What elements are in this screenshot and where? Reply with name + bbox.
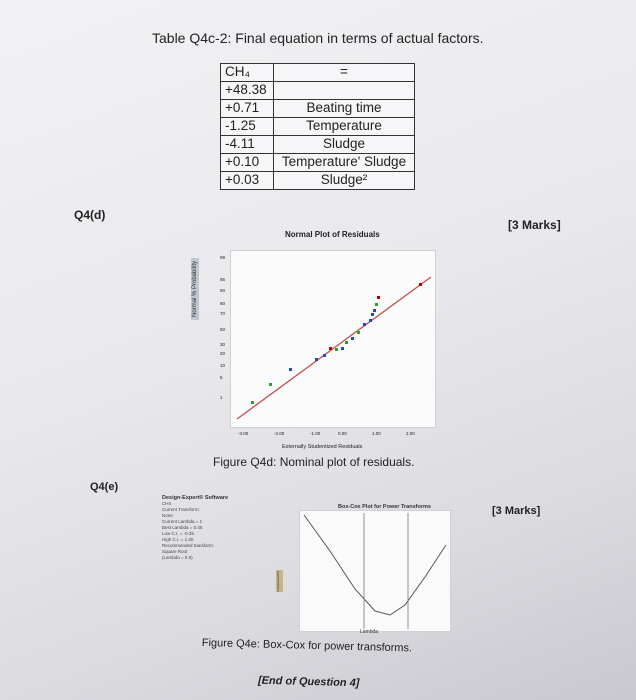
term-cell [273,81,415,100]
x-tick: -1.00 [310,431,321,436]
panel-line: Square Root [162,549,188,554]
y-tick: 1 [220,395,223,400]
equation-table: CH₄ = +48.38 +0.71 Beating time -1.25 Te… [220,63,415,190]
table-row: -1.25 Temperature [220,117,415,136]
normal-plot-svg [236,276,432,420]
residual-point [251,401,254,404]
panel-line: None [162,513,173,518]
y-tick: 70 [220,311,226,316]
y-tick: 90 [220,288,226,293]
panel-line: CH4 [162,501,172,506]
residual-point [351,337,354,340]
residual-point [363,323,366,326]
residual-point [377,296,380,299]
figure-caption-q4e: Figure Q4e: Box-Cox for power transforms… [201,637,413,655]
y-tick: 80 [220,301,226,306]
residual-point [315,358,318,361]
question-label-q4e: Q4(e) [90,481,119,493]
boxcox-y-label: Ln(ResidualSS) [276,570,283,592]
y-tick: 5 [220,375,223,380]
marks-label-q4e: [3 Marks] [492,505,541,517]
residual-point [289,368,292,371]
coef-cell: +48.38 [220,81,274,100]
panel-line: Current Transform: [162,507,200,512]
boxcox-plot-title: Box-Cox Plot for Power Transforms [338,504,431,510]
x-tick-row: -3.00 -2.00 -1.00 0.00 1.00 2.00 [232,431,436,439]
panel-line: (Lambda = 0.5) [162,555,193,560]
y-tick: 10 [220,363,226,368]
panel-line: Current Lambda = 1 [162,519,203,524]
residual-point [419,283,422,286]
table-row: -4.11 Sludge [220,135,415,154]
y-tick: 50 [220,327,226,332]
residual-point [371,313,374,316]
boxcox-x-label: Lambda [360,629,379,635]
residual-point [345,341,348,344]
normal-plot-area [230,250,436,428]
table-row: +0.03 Sludge² [220,171,415,190]
coef-cell: +0.71 [220,99,274,118]
boxcox-curve [303,514,447,616]
design-expert-panel: Design-Expert® Software CH4 Current Tran… [162,495,244,585]
x-tick: 0.00 [338,431,347,436]
normal-plot-x-label: Externally Studentized Residuals [282,444,363,450]
table-row: +0.71 Beating time [220,99,415,118]
term-cell: Sludge [273,135,415,154]
residual-point [375,303,378,306]
normal-plot-y-label: Normal % Probability [191,257,199,320]
residual-point [357,331,360,334]
y-tick: 20 [220,351,226,356]
panel-header: Design-Expert® Software [162,495,229,501]
term-cell: Temperature' Sludge [273,153,415,172]
panel-line: Best Lambda = 0.45 [162,525,203,530]
x-tick: 1.00 [372,431,381,436]
residual-point [269,383,272,386]
y-tick: 99 [220,255,226,260]
coef-cell: +0.10 [220,153,274,172]
term-cell: Beating time [273,99,415,118]
residual-point [329,347,332,350]
response-cell: CH₄ [220,63,274,82]
x-tick: 2.00 [406,431,415,436]
boxcox-plot-svg [303,513,447,629]
residual-point [335,348,338,351]
residual-point [369,319,372,322]
boxcox-y-label-text: Ln(ResidualSS) [276,570,280,592]
table-row: +0.10 Temperature' Sludge [220,153,415,172]
coef-cell: +0.03 [220,171,274,190]
normal-plot-title: Normal Plot of Residuals [285,230,380,239]
end-of-question: [End of Question 4] [257,674,360,690]
table-row: CH₄ = [220,63,415,82]
coef-cell: -4.11 [220,135,274,154]
equals-cell: = [273,63,415,82]
residual-point [373,309,376,312]
term-cell: Sludge² [273,171,415,190]
x-tick: -2.00 [274,431,285,436]
fit-line [236,276,432,420]
panel-line: Recommended transform: [162,543,215,548]
table-row: +48.38 [220,81,415,100]
question-label-q4d: Q4(d) [74,208,106,222]
coef-cell: -1.25 [220,117,274,136]
marks-label-q4d: [3 Marks] [508,218,561,232]
y-tick: 30 [220,342,226,347]
figure-caption-q4d: Figure Q4d: Nominal plot of residuals. [213,455,415,469]
term-cell: Temperature [273,117,415,136]
panel-line: High C.I. = 1.20 [162,537,194,542]
boxcox-plot-area [299,510,451,632]
residual-point [341,347,344,350]
residual-point [323,354,326,357]
x-tick: -3.00 [238,431,249,436]
y-tick: 95 [220,277,226,282]
panel-line: Low C.I. = -0.35 [162,531,194,536]
table-title: Table Q4c-2: Final equation in terms of … [152,30,484,46]
residual-points [251,283,422,404]
